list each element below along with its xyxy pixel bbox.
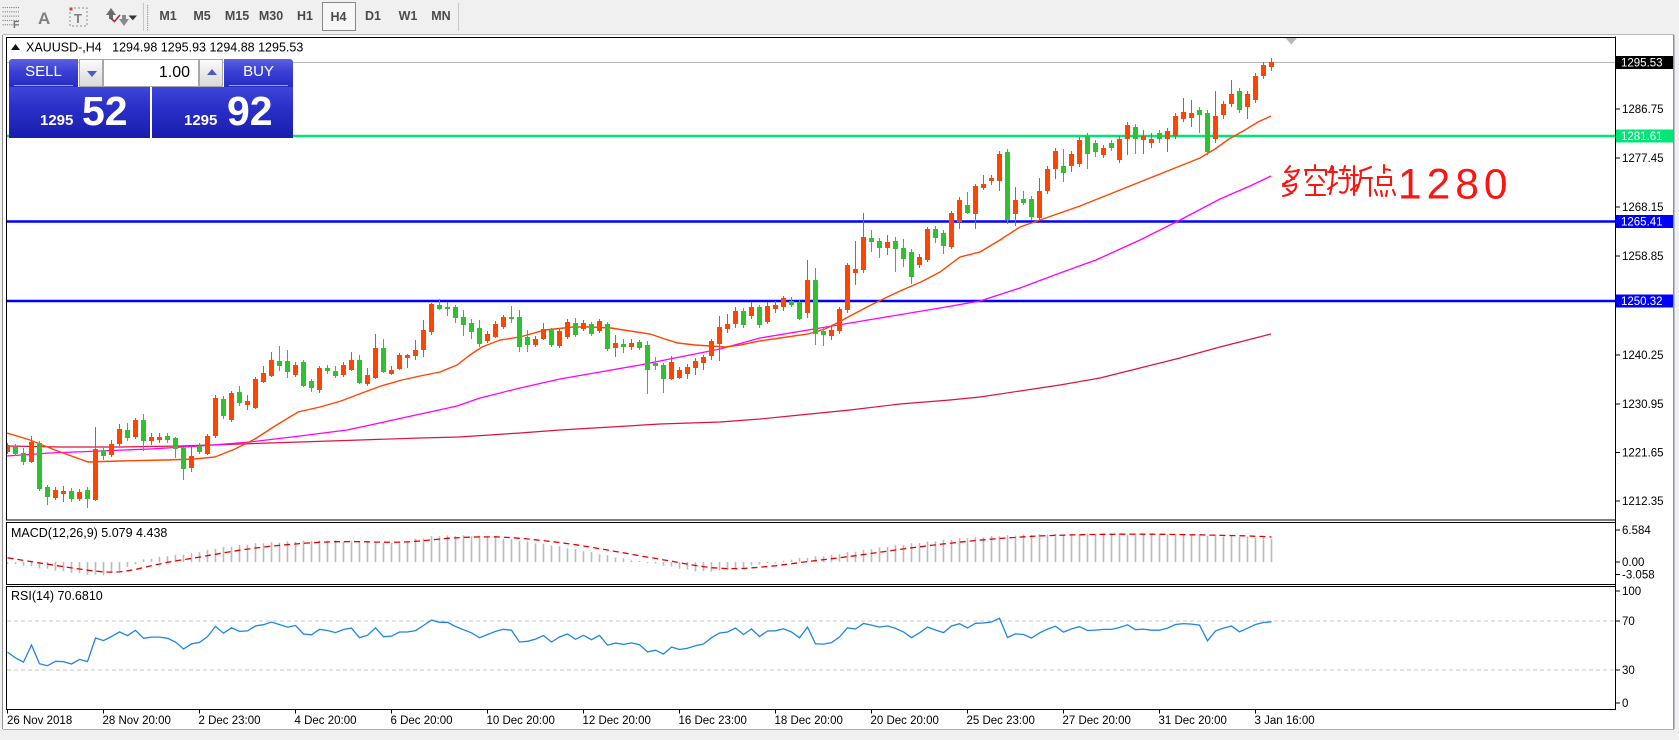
svg-text:6.584: 6.584 <box>1622 525 1651 537</box>
svg-text:30: 30 <box>1622 665 1635 677</box>
svg-text:16 Dec 23:00: 16 Dec 23:00 <box>679 715 747 727</box>
svg-text:1221.65: 1221.65 <box>1622 448 1664 460</box>
svg-text:1286.75: 1286.75 <box>1622 104 1664 116</box>
svg-text:A: A <box>38 9 50 28</box>
svg-text:100: 100 <box>1622 586 1641 598</box>
svg-text:6 Dec 20:00: 6 Dec 20:00 <box>391 715 453 727</box>
svg-text:1280: 1280 <box>1398 162 1513 209</box>
svg-text:10 Dec 20:00: 10 Dec 20:00 <box>487 715 555 727</box>
svg-text:4 Dec 20:00: 4 Dec 20:00 <box>295 715 357 727</box>
svg-text:18 Dec 20:00: 18 Dec 20:00 <box>775 715 843 727</box>
svg-text:2 Dec 23:00: 2 Dec 23:00 <box>199 715 261 727</box>
svg-text:MACD(12,26,9) 5.079 4.438: MACD(12,26,9) 5.079 4.438 <box>11 526 167 540</box>
svg-text:0.00: 0.00 <box>1622 557 1644 569</box>
svg-text:RSI(14) 70.6810: RSI(14) 70.6810 <box>11 589 103 603</box>
svg-text:-3.058: -3.058 <box>1622 570 1655 582</box>
svg-text:31 Dec 20:00: 31 Dec 20:00 <box>1159 715 1227 727</box>
svg-text:1265.41: 1265.41 <box>1621 217 1663 229</box>
svg-text:12 Dec 20:00: 12 Dec 20:00 <box>583 715 651 727</box>
svg-text:27 Dec 20:00: 27 Dec 20:00 <box>1063 715 1131 727</box>
svg-text:70: 70 <box>1622 616 1635 628</box>
svg-text:1268.15: 1268.15 <box>1622 202 1664 214</box>
svg-text:1250.32: 1250.32 <box>1621 296 1663 308</box>
svg-text:25 Dec 23:00: 25 Dec 23:00 <box>967 715 1035 727</box>
svg-text:1277.45: 1277.45 <box>1622 153 1664 165</box>
svg-text:1281.61: 1281.61 <box>1621 131 1663 143</box>
svg-text:1212.35: 1212.35 <box>1622 496 1664 508</box>
svg-text:1230.95: 1230.95 <box>1622 399 1664 411</box>
svg-text:T: T <box>74 11 82 26</box>
svg-text:26 Nov 2018: 26 Nov 2018 <box>7 715 72 727</box>
svg-text:1258.85: 1258.85 <box>1622 251 1664 263</box>
svg-text:1240.25: 1240.25 <box>1622 350 1664 362</box>
svg-text:1295.53: 1295.53 <box>1621 58 1663 70</box>
svg-text:F: F <box>13 20 19 31</box>
svg-text:0: 0 <box>1622 698 1628 710</box>
svg-text:28 Nov 20:00: 28 Nov 20:00 <box>103 715 171 727</box>
svg-text:XAUUSD-,H4 1294.98 1295.93 1: XAUUSD-,H4 1294.98 1295.93 1294.88 1295.… <box>26 41 303 55</box>
svg-text:3 Jan 16:00: 3 Jan 16:00 <box>1255 715 1315 727</box>
svg-text:20 Dec 20:00: 20 Dec 20:00 <box>871 715 939 727</box>
